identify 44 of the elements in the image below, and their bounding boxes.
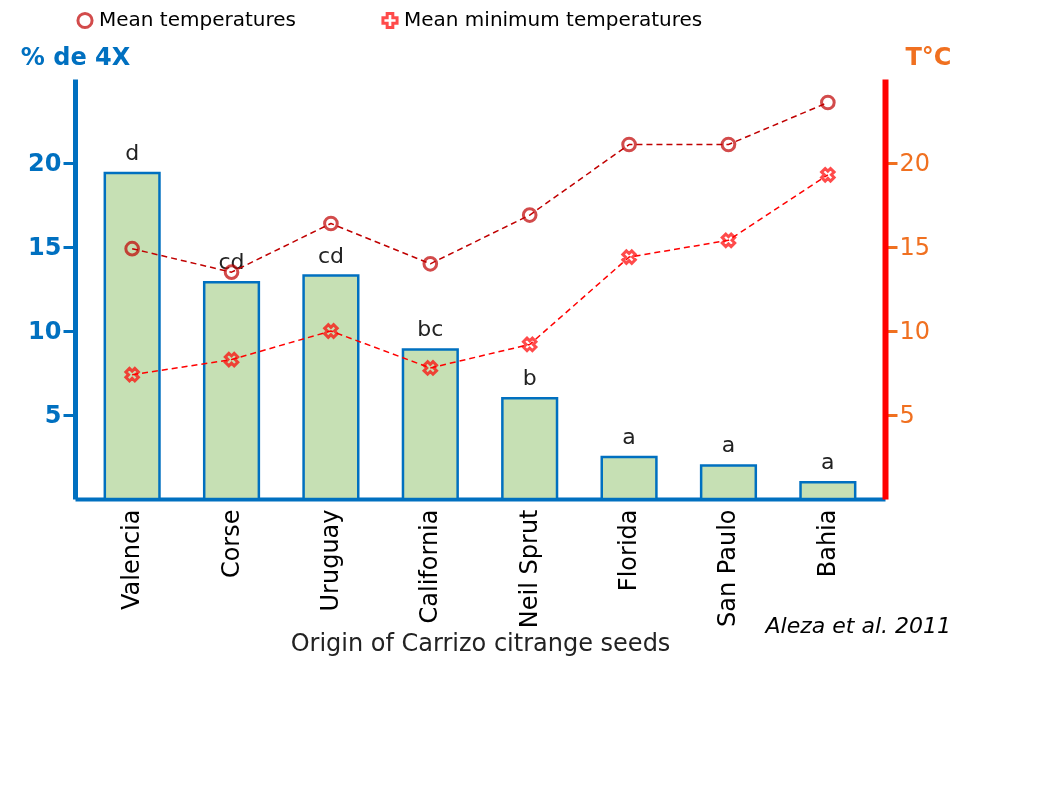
x-tick-label: Uruguay [315,509,344,612]
y2-tick-label: 15 [899,232,931,261]
y2-axis-title: T°C [905,42,952,71]
x-tick-label: Florida [614,509,643,592]
point [124,366,140,383]
point [422,255,439,272]
point [223,351,240,368]
legend-label: Mean temperatures [99,7,296,32]
point [720,136,737,153]
y2-tick-label: 20 [899,148,931,177]
x-tick-label: Bahia [812,509,841,578]
point [323,323,339,339]
y2-tick-label: 10 [899,316,931,345]
data-label: b [522,365,537,391]
x-axis-title: Origin of Carrizo citrange seeds [290,629,671,658]
x-tick-label: Neil Sprut [514,509,543,629]
x-tick-label: San Paulo [713,509,742,627]
point [422,360,439,376]
text: Aleza et al. 2011 [763,612,951,638]
point [720,232,737,249]
y-tick-label: 5 [44,400,62,429]
data-label: d [125,140,140,166]
y-axis-title: % de 4X [20,42,131,71]
y-tick-label: 10 [28,316,62,345]
y2-tick-label: 5 [899,400,915,429]
point [323,215,339,232]
data-label: cd [317,242,344,268]
point [820,94,836,111]
x-tick-label: Corse [216,509,245,579]
data-label: bc [417,316,444,342]
legend-label: Mean minimum temperatures [404,7,703,32]
y-tick-label: 15 [28,232,62,261]
point [521,207,538,223]
point [124,240,140,257]
point [820,167,836,183]
point [621,136,637,153]
y-tick-label: 20 [28,148,62,177]
point [621,249,637,265]
x-tick-label: Valencia [117,509,146,610]
point [521,336,538,353]
data-label: a [622,424,636,449]
data-label: a [821,449,835,475]
x-tick-label: California [415,509,444,624]
data-label: a [721,432,736,458]
